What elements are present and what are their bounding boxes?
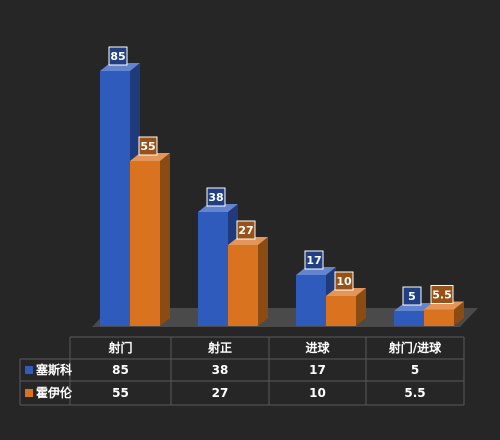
table-cell: 5 (411, 363, 419, 377)
bar-s2-2 (326, 288, 366, 326)
data-label-text: 55 (140, 140, 155, 153)
table-cell: 17 (309, 363, 326, 377)
bar-side (258, 237, 268, 326)
data-labels: 85 55 38 27 17 10 5 5.5 (108, 46, 454, 306)
bar-front (394, 311, 424, 326)
table-cell: 27 (212, 386, 229, 400)
tick-label: 射门/进球 (388, 340, 442, 355)
data-label-box (236, 220, 256, 240)
floor-plane (92, 308, 478, 327)
data-label: 27 (236, 220, 256, 240)
legend-label: 霍伊伦 (36, 385, 73, 400)
data-label: 38 (206, 187, 226, 207)
data-label-text: 10 (336, 275, 352, 288)
bar-side (160, 153, 170, 326)
table-cell: 85 (112, 363, 129, 377)
data-label-box (206, 187, 226, 207)
legend-swatch (25, 389, 33, 397)
bar-front (130, 161, 160, 326)
data-label-box (430, 285, 454, 304)
data-label-box (304, 250, 324, 270)
data-label-text: 27 (238, 224, 253, 237)
table-cell: 5.5 (404, 386, 425, 400)
bar-front (100, 71, 130, 326)
bar-front (228, 245, 258, 326)
data-label: 85 (108, 46, 128, 66)
data-label-box (334, 271, 354, 291)
legend-label: 塞斯科 (36, 362, 72, 377)
bar-s2-1 (228, 237, 268, 326)
bar-s2-3 (424, 301, 464, 326)
bar-front (326, 296, 356, 326)
data-label: 5 (402, 286, 422, 306)
tick-label: 射正 (207, 340, 232, 355)
bar-side (356, 288, 366, 326)
tick-label: 射门 (107, 340, 132, 355)
data-label: 55 (138, 136, 158, 156)
data-label-text: 38 (208, 191, 223, 204)
chart-floor (92, 308, 478, 327)
data-label-text: 5.5 (432, 289, 452, 302)
table-cell: 38 (212, 363, 229, 377)
legend-swatch (25, 366, 33, 374)
table-cell: 55 (112, 386, 129, 400)
data-label-text: 5 (408, 290, 416, 303)
data-label: 10 (334, 271, 354, 291)
table-cell: 10 (309, 386, 326, 400)
data-label-text: 85 (110, 50, 125, 63)
tick-label: 进球 (305, 340, 330, 355)
data-label: 17 (304, 250, 324, 270)
bar-front (296, 275, 326, 326)
data-label-box (108, 46, 128, 66)
data-label-text: 17 (306, 254, 321, 267)
data-label-box (402, 286, 422, 306)
data-label-box (138, 136, 158, 156)
bar-side (454, 301, 464, 326)
data-label: 5.5 (430, 285, 454, 304)
bar-s2-0 (130, 153, 170, 326)
bar-front (424, 309, 454, 326)
bar-front (198, 212, 228, 326)
